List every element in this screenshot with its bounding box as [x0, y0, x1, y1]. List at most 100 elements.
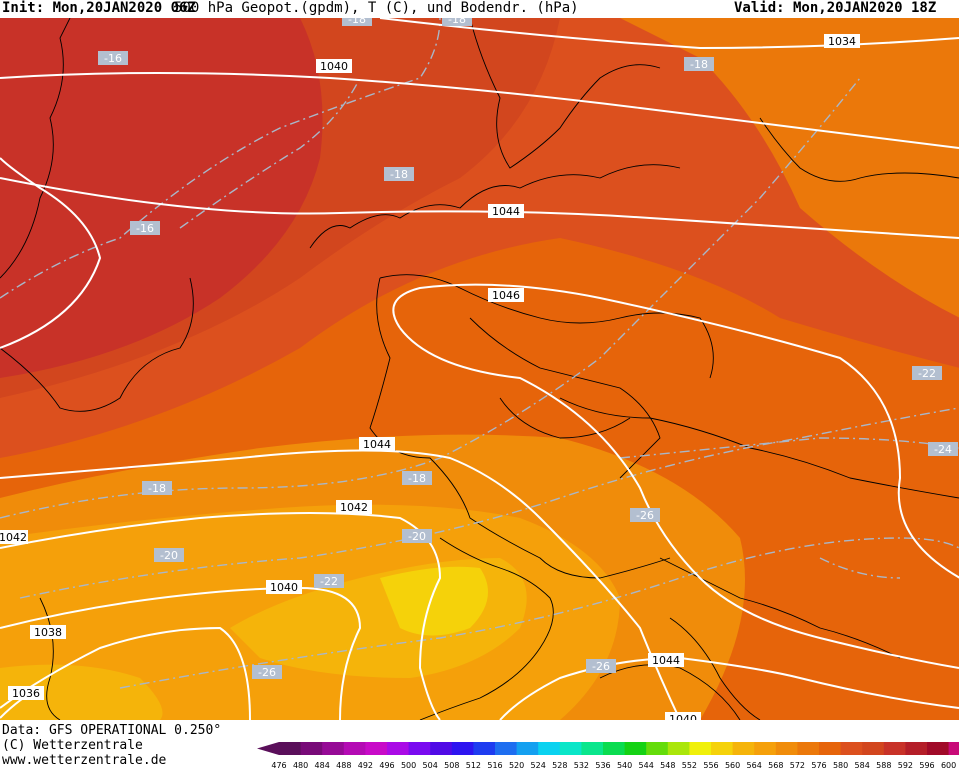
- scale-tick-label: 564: [747, 761, 762, 770]
- temp-label: -18: [684, 57, 714, 71]
- scale-cell: [559, 742, 582, 755]
- scale-tick-label: 544: [639, 761, 654, 770]
- shading-572-east: [620, 18, 959, 318]
- temp-label: -22: [912, 366, 942, 380]
- svg-text:1046: 1046: [492, 289, 520, 302]
- pressure-label: 1042: [0, 530, 28, 544]
- color-scale-ticks: 476 480 484 488 492 496 500 504 508 512 516 520 524 5…: [271, 761, 956, 770]
- scale-tick-label: 580: [833, 761, 848, 770]
- scale-tick-label: 500: [401, 761, 416, 770]
- scale-tick-label: 548: [660, 761, 675, 770]
- svg-text:-26: -26: [636, 509, 654, 522]
- scale-cell: [754, 742, 777, 755]
- scale-cell: [581, 742, 604, 755]
- temp-label: -20: [154, 548, 184, 562]
- scale-tick-label: 572: [790, 761, 805, 770]
- scale-cell: [538, 742, 561, 755]
- scale-tick-label: 552: [682, 761, 697, 770]
- scale-tick-label: 584: [855, 761, 870, 770]
- scale-tick-label: 600: [941, 761, 956, 770]
- temp-label: -18: [402, 471, 432, 485]
- pressure-label: 1046: [488, 288, 524, 302]
- svg-text:-16: -16: [136, 222, 154, 235]
- scale-arrow-left: [257, 742, 279, 755]
- shading-584: [0, 18, 323, 378]
- scale-tick-label: 524: [531, 761, 546, 770]
- svg-text:1042: 1042: [340, 501, 368, 514]
- scale-tick-label: 528: [552, 761, 567, 770]
- scale-cell: [473, 742, 496, 755]
- scale-tick-label: 496: [379, 761, 394, 770]
- pressure-labels: 1040 1034 1044 1046 1044 1042 1040 1042 …: [0, 34, 860, 720]
- scale-cell: [797, 742, 820, 755]
- scale-tick-label: 476: [271, 761, 286, 770]
- svg-text:-24: -24: [934, 443, 952, 456]
- scale-cell: [300, 742, 323, 755]
- scale-tick-label: 508: [444, 761, 459, 770]
- scale-tick-label: 488: [336, 761, 351, 770]
- scale-cell: [732, 742, 755, 755]
- color-scale: 476 480 484 488 492 496 500 504 508 512 516 520 524 5…: [257, 742, 959, 770]
- svg-text:-18: -18: [690, 58, 708, 71]
- scale-tick-label: 568: [768, 761, 783, 770]
- pressure-label: 1042: [336, 500, 372, 514]
- svg-text:-20: -20: [160, 549, 178, 562]
- svg-text:1040: 1040: [320, 60, 348, 73]
- credits: Data: GFS OPERATIONAL 0.250° (C) Wetterz…: [2, 723, 221, 768]
- scale-tick-label: 532: [574, 761, 589, 770]
- temp-label: -16: [98, 51, 128, 65]
- temp-label: -26: [630, 508, 660, 522]
- scale-cell: [408, 742, 431, 755]
- scale-cell: [711, 742, 734, 755]
- map-footer: Data: GFS OPERATIONAL 0.250° (C) Wetterz…: [0, 720, 959, 770]
- scale-tick-label: 540: [617, 761, 632, 770]
- svg-text:-26: -26: [258, 666, 276, 679]
- scale-tick-label: 588: [876, 761, 891, 770]
- shading-556: [380, 566, 488, 636]
- svg-text:-18: -18: [390, 168, 408, 181]
- svg-text:-22: -22: [320, 575, 338, 588]
- scale-tick-label: 592: [898, 761, 913, 770]
- scale-cell: [883, 742, 906, 755]
- map-canvas: 1040 1034 1044 1046 1044 1042 1040 1042 …: [0, 18, 959, 720]
- scale-cell: [451, 742, 474, 755]
- scale-cell: [279, 742, 302, 755]
- scale-cell: [387, 742, 410, 755]
- website-url: www.wetterzentrale.de: [2, 753, 167, 768]
- scale-cell: [603, 742, 626, 755]
- svg-text:1040: 1040: [270, 581, 298, 594]
- scale-cell: [667, 742, 690, 755]
- map-title: 500 hPa Geopot.(gpdm), T (C), und Bodend…: [174, 0, 579, 16]
- temp-label: -18: [384, 167, 414, 181]
- scale-cell: [775, 742, 798, 755]
- svg-text:-18: -18: [148, 482, 166, 495]
- svg-text:-26: -26: [592, 660, 610, 673]
- svg-text:1038: 1038: [34, 626, 62, 639]
- pressure-label: 1040: [665, 712, 701, 720]
- temp-label: -26: [252, 665, 282, 679]
- pressure-label: 1036: [8, 686, 44, 700]
- scale-tick-label: 484: [315, 761, 330, 770]
- svg-text:-20: -20: [408, 530, 426, 543]
- temp-label: -16: [130, 221, 160, 235]
- scale-cell: [516, 742, 539, 755]
- pressure-label: 1044: [359, 437, 395, 451]
- scale-cell: [689, 742, 712, 755]
- pressure-label: 1040: [316, 59, 352, 73]
- svg-text:1044: 1044: [363, 438, 391, 451]
- pressure-label: 1044: [648, 653, 684, 667]
- svg-text:-18: -18: [408, 472, 426, 485]
- scale-cell: [862, 742, 885, 755]
- temp-label: -18: [142, 481, 172, 495]
- scale-tick-label: 596: [919, 761, 934, 770]
- scale-tick-label: 512: [466, 761, 481, 770]
- temperature-labels: -16 -18 -18 -16 -18 -22 -24 -18 -18 -20 …: [98, 18, 958, 679]
- scale-tick-label: 576: [811, 761, 826, 770]
- svg-text:-22: -22: [918, 367, 936, 380]
- scale-cell: [365, 742, 388, 755]
- scale-cell: [905, 742, 928, 755]
- scale-cell: [840, 742, 863, 755]
- map-header: Init: Mon,20JAN2020 06Z 500 hPa Geopot.(…: [0, 0, 959, 18]
- scale-tick-label: 556: [703, 761, 718, 770]
- scale-cell: [948, 742, 959, 755]
